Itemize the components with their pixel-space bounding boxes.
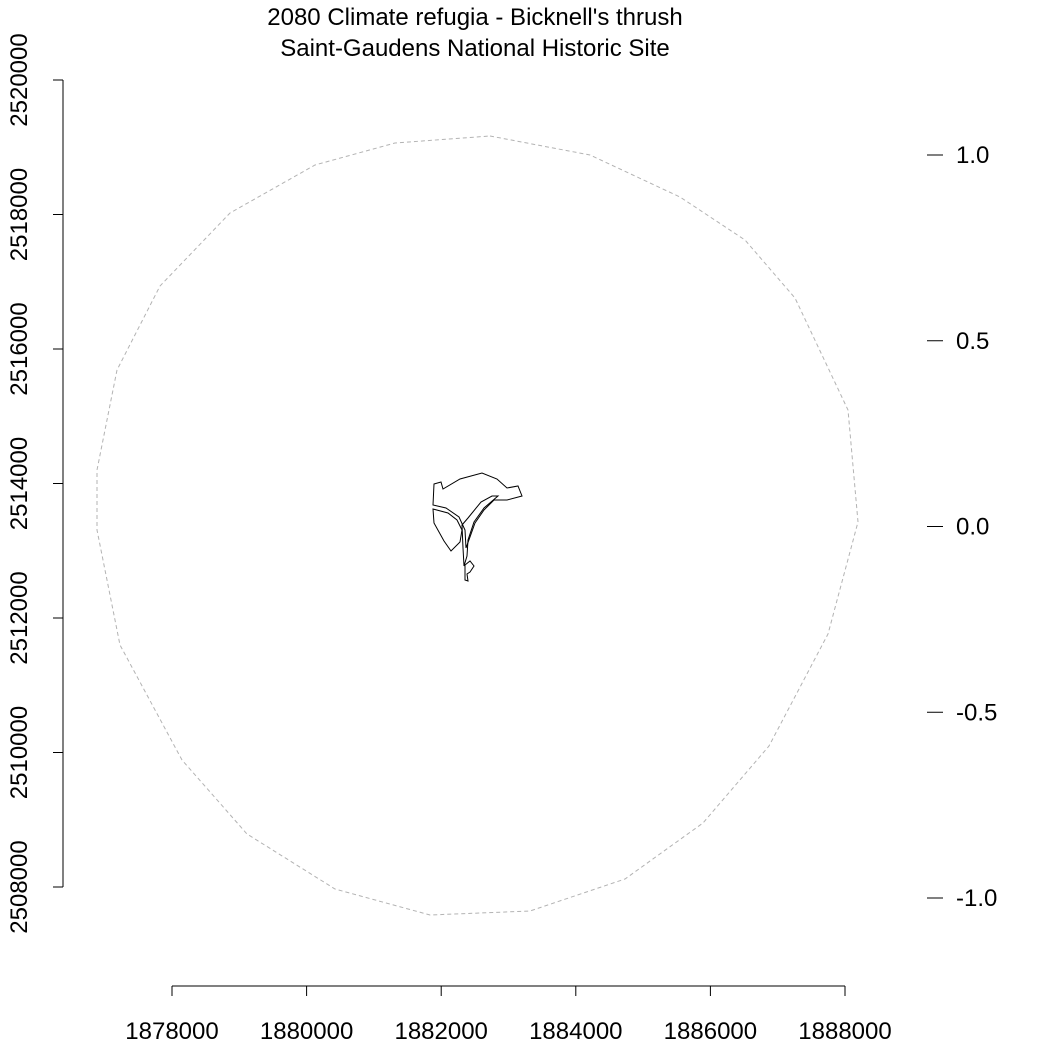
y-left-tick-label: 2514000 (6, 437, 33, 530)
x-tick-label: 1886000 (664, 1018, 757, 1045)
y-right-tick-label: 0.5 (956, 328, 989, 355)
y-right-tick-label: 1.0 (956, 142, 989, 169)
y-left-tick-label: 2510000 (6, 706, 33, 799)
park-boundary-corridor (461, 495, 500, 567)
map-title: 2080 Climate refugia - Bicknell's thrush (267, 4, 683, 31)
x-tick-label: 1882000 (394, 1018, 487, 1045)
buffer-circle (96, 135, 859, 916)
x-tick-label: 1884000 (529, 1018, 622, 1045)
y-left-tick-label: 2518000 (6, 168, 33, 261)
y-axis-left: 2508000 2510000 2512000 2514000 2516000 25180… (6, 33, 64, 934)
park-boundary-south-parcel (464, 560, 475, 582)
y-right-tick-label: -0.5 (956, 699, 997, 726)
y-left-tick-label: 2508000 (6, 840, 33, 933)
y-left-tick-label: 2512000 (6, 571, 33, 664)
x-axis: 1878000 1880000 1882000 1884000 1886000 18880… (125, 985, 892, 1045)
y-axis-right: -1.0 -0.5 0.0 0.5 1.0 (927, 142, 997, 912)
x-tick-label: 1880000 (260, 1018, 353, 1045)
y-right-tick-label: 0.0 (956, 514, 989, 541)
park-boundary (432, 472, 523, 582)
y-left-tick-label: 2520000 (6, 33, 33, 126)
map-subtitle: Saint-Gaudens National Historic Site (280, 35, 670, 62)
park-boundary-north-parcel (432, 472, 523, 549)
park-boundary-west-parcel (432, 508, 463, 552)
x-tick-label: 1888000 (798, 1018, 891, 1045)
y-right-tick-label: -1.0 (956, 885, 997, 912)
x-tick-label: 1878000 (125, 1018, 218, 1045)
y-left-tick-label: 2516000 (6, 302, 33, 395)
